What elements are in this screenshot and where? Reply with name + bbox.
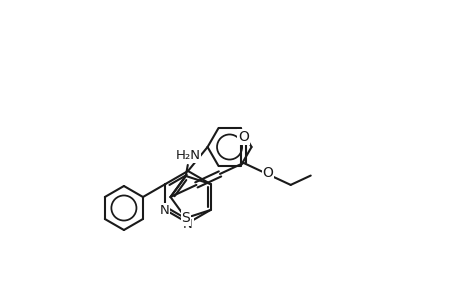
Text: O: O [238,130,248,144]
Text: N: N [183,218,192,230]
Text: O: O [262,166,273,180]
Text: N: N [159,203,169,217]
Text: H₂N: H₂N [175,149,200,163]
Text: S: S [181,211,190,225]
